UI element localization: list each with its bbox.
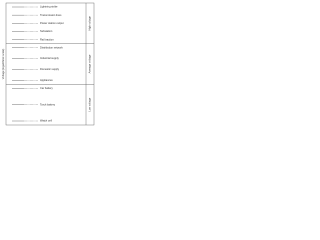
section-label: High voltage — [88, 16, 92, 31]
section-label: Low voltage — [88, 97, 92, 111]
item-label: Transmission lines — [40, 13, 62, 17]
item-label: Power station output — [40, 21, 64, 25]
item-label: Industrial supply — [40, 56, 59, 60]
item-label: Car battery — [40, 86, 54, 90]
item-label: Watch cell — [40, 119, 52, 123]
item-label: Rail traction — [40, 37, 54, 41]
frame — [5, 2, 95, 126]
diagram: Voltage (logarithmic scale) High voltage… — [1, 2, 95, 126]
item-label: Domestic supply — [40, 67, 60, 71]
item-label: Torch battery — [40, 102, 56, 106]
item-label: Substation — [40, 29, 53, 33]
item-label: Distribution network — [40, 45, 63, 49]
section-label: Average voltage — [88, 54, 92, 73]
item-label: Appliances — [40, 78, 53, 82]
item-label: Lightning strike — [40, 5, 58, 9]
axis-label: Voltage (logarithmic scale) — [1, 49, 5, 80]
